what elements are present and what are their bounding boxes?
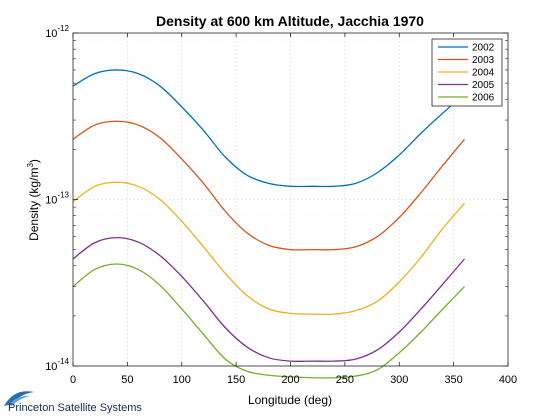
x-axis-ticks: 0 50 100 150 200 250 300 350 400 — [70, 33, 517, 386]
legend-label-2003: 2003 — [472, 55, 495, 66]
x-tick-label: 100 — [173, 374, 191, 386]
legend-label-2004: 2004 — [472, 68, 495, 79]
chart-title: Density at 600 km Altitude, Jacchia 1970 — [156, 13, 424, 29]
x-tick-label: 50 — [121, 374, 133, 386]
y-axis-label-close: ) — [27, 159, 41, 163]
y-tick-label: 10-14 — [45, 357, 69, 373]
x-tick-label: 200 — [281, 374, 299, 386]
x-tick-label: 150 — [227, 374, 245, 386]
legend-label-2006: 2006 — [472, 93, 495, 104]
grid-lines — [72, 32, 509, 367]
x-tick-label: 250 — [336, 374, 354, 386]
series-line-2005 — [72, 236, 465, 363]
series-line-2002 — [72, 69, 465, 188]
y-axis-label-main: Density (kg/m — [27, 168, 41, 241]
series-line-2006 — [72, 263, 465, 379]
legend-label-2002: 2002 — [472, 43, 495, 54]
x-tick-label: 350 — [444, 374, 462, 386]
series-line-2003 — [72, 120, 466, 251]
y-axis-ticks: 10-12 10-13 10-14 — [45, 24, 508, 373]
y-axis-label-superscript: 3 — [26, 163, 35, 168]
x-tick-label: 0 — [70, 374, 76, 386]
x-axis-label: Longitude (deg) — [248, 393, 332, 407]
legend-label-2005: 2005 — [472, 80, 495, 91]
company-logo-block: Princeton Satellite Systems — [4, 391, 142, 414]
y-tick-label: 10-12 — [45, 24, 69, 40]
x-tick-label: 400 — [499, 374, 517, 386]
x-tick-label: 300 — [390, 374, 408, 386]
company-name: Princeton Satellite Systems — [8, 402, 142, 414]
y-tick-label: 10-13 — [45, 191, 69, 207]
y-axis-label: Density (kg/m3) — [26, 159, 41, 241]
company-logo-swoosh-inner — [8, 395, 30, 406]
series-line-2004 — [72, 181, 465, 316]
series-lines — [72, 69, 466, 379]
